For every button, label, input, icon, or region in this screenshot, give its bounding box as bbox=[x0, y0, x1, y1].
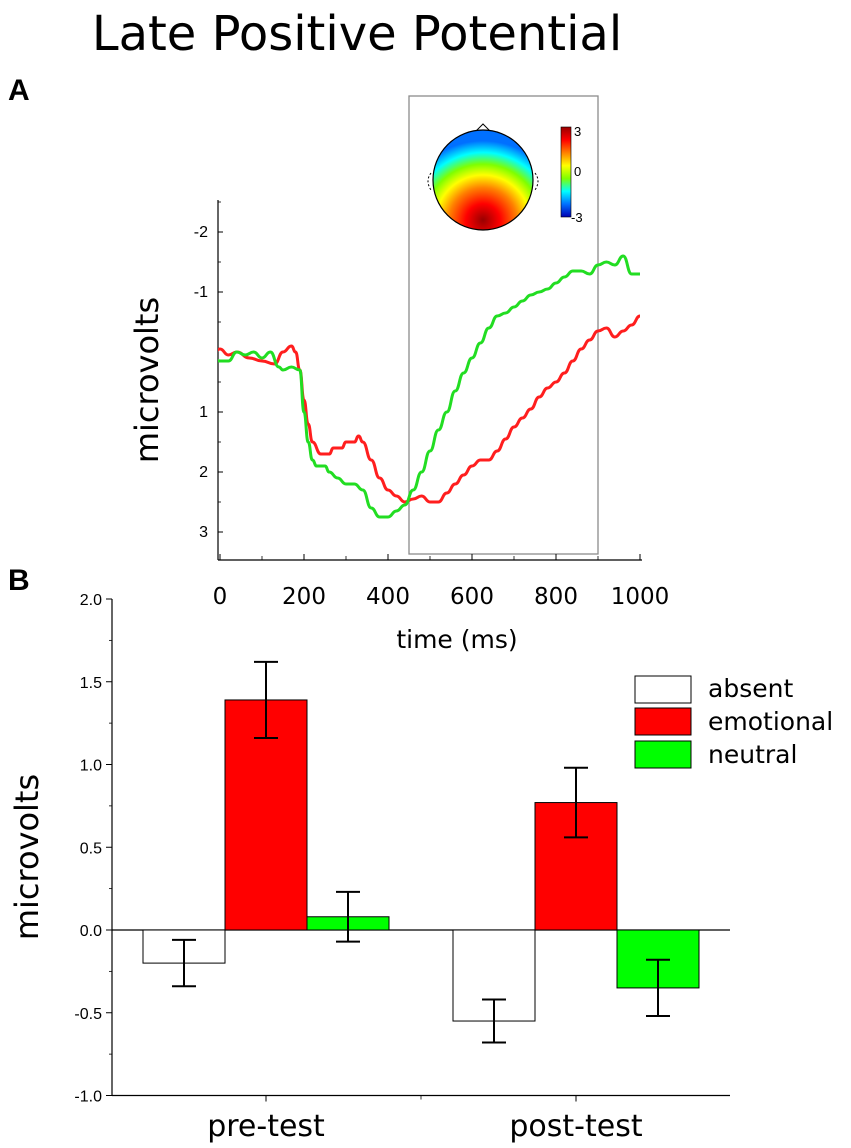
erp-y-tick-label-1: 1 bbox=[199, 404, 208, 421]
bar-x-ticks: pre-test post-test bbox=[207, 1095, 643, 1144]
legend-swatch-absent bbox=[634, 675, 692, 704]
error-bar-pre-test-absent bbox=[172, 938, 196, 988]
erp-x-tick-label-200: 200 bbox=[282, 584, 326, 610]
bar-y-tick-label-0-5: 0.5 bbox=[80, 840, 102, 857]
error-bar-post-test-absent bbox=[482, 998, 506, 1044]
topomap-left-ear bbox=[427, 172, 432, 191]
topomap-colorbar bbox=[560, 126, 572, 218]
panel-b-label: B bbox=[8, 564, 30, 597]
colorbar-tick-min: -3 bbox=[571, 210, 583, 225]
legend-label-emotional: emotional bbox=[708, 707, 833, 736]
erp-y-tick-label-3: 3 bbox=[199, 524, 208, 541]
bar-y-tick-label-2: 2.0 bbox=[80, 592, 102, 609]
panel-a-label: A bbox=[8, 74, 30, 107]
bar-y-tick-label-1: -1.0 bbox=[74, 1089, 102, 1106]
topomap-right-ear bbox=[534, 172, 539, 191]
error-bar-pre-test-emotional bbox=[254, 660, 278, 740]
error-bar-pre-test-neutral bbox=[336, 890, 360, 943]
bar-x-tick-label-post-test: post-test bbox=[509, 1109, 642, 1144]
legend-label-absent: absent bbox=[708, 674, 793, 703]
bar-y-ticks: -1.0 -0.5 0.0 0.5 1.0 1.5 2.0 bbox=[74, 592, 112, 1106]
erp-y-tick-label-2: 2 bbox=[199, 464, 208, 481]
erp-y-axis-label: microvolts bbox=[128, 297, 166, 463]
bar-marks bbox=[142, 660, 700, 1044]
series-line-neutral bbox=[218, 254, 640, 519]
erp-x-ticks: 0 200 400 600 800 1000 bbox=[213, 554, 670, 610]
lpp-bar-chart: -1.0 -0.5 0.0 0.5 1.0 1.5 2.0 pre-test post-tes… bbox=[8, 592, 833, 1144]
scalp-topography: 3 0 -3 bbox=[427, 123, 583, 231]
figure-title: Late Positive Potential bbox=[92, 6, 622, 62]
error-bar-post-test-neutral bbox=[646, 958, 670, 1018]
legend: absent emotional neutral bbox=[634, 674, 833, 769]
bar-y-axis-label: microvolts bbox=[8, 774, 46, 940]
erp-y-tick-label-1: -1 bbox=[194, 284, 208, 301]
colorbar-tick-zero: 0 bbox=[574, 164, 581, 179]
error-bar-post-test-emotional bbox=[564, 766, 588, 839]
bar-y-tick-label-1-5: 1.5 bbox=[80, 675, 102, 692]
legend-label-neutral: neutral bbox=[708, 740, 797, 769]
topomap-head bbox=[432, 129, 534, 231]
bar-y-tick-label-0-5: -0.5 bbox=[74, 1006, 102, 1023]
erp-x-tick-label-600: 600 bbox=[450, 584, 494, 610]
colorbar-tick-max: 3 bbox=[574, 124, 581, 139]
erp-y-ticks: -2 -1 1 2 3 bbox=[194, 201, 223, 541]
erp-x-tick-label-800: 800 bbox=[534, 584, 578, 610]
legend-swatch-emotional bbox=[634, 707, 692, 736]
bar-y-tick-label-1: 1.0 bbox=[80, 758, 102, 775]
erp-x-tick-label-400: 400 bbox=[366, 584, 410, 610]
legend-swatch-neutral bbox=[634, 740, 692, 769]
erp-line-chart: -2 -1 1 2 3 0 200 400 600 800 1000 microvolts tim… bbox=[128, 95, 670, 654]
analysis-window-box bbox=[408, 95, 599, 555]
bar-y-tick-label-0: 0.0 bbox=[80, 923, 102, 940]
erp-y-tick-label-2: -2 bbox=[194, 224, 208, 241]
erp-x-tick-label-0: 0 bbox=[213, 584, 228, 610]
bar-x-tick-label-pre-test: pre-test bbox=[207, 1109, 325, 1144]
erp-x-tick-label-1000: 1000 bbox=[611, 584, 670, 610]
erp-x-axis-label: time (ms) bbox=[396, 625, 517, 654]
